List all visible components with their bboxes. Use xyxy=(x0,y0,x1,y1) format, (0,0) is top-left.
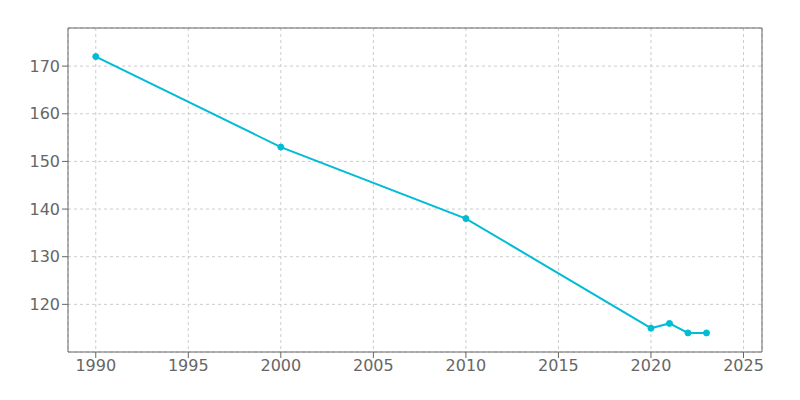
svg-text:2005: 2005 xyxy=(353,356,394,375)
svg-text:2015: 2015 xyxy=(538,356,579,375)
svg-text:2025: 2025 xyxy=(723,356,764,375)
svg-text:2000: 2000 xyxy=(260,356,301,375)
svg-text:2010: 2010 xyxy=(446,356,487,375)
svg-text:130: 130 xyxy=(29,247,60,266)
svg-text:1990: 1990 xyxy=(75,356,116,375)
svg-text:150: 150 xyxy=(29,152,60,171)
svg-text:120: 120 xyxy=(29,295,60,314)
svg-text:1995: 1995 xyxy=(168,356,209,375)
svg-text:140: 140 xyxy=(29,200,60,219)
svg-text:170: 170 xyxy=(29,57,60,76)
svg-text:160: 160 xyxy=(29,104,60,123)
svg-text:2020: 2020 xyxy=(631,356,672,375)
